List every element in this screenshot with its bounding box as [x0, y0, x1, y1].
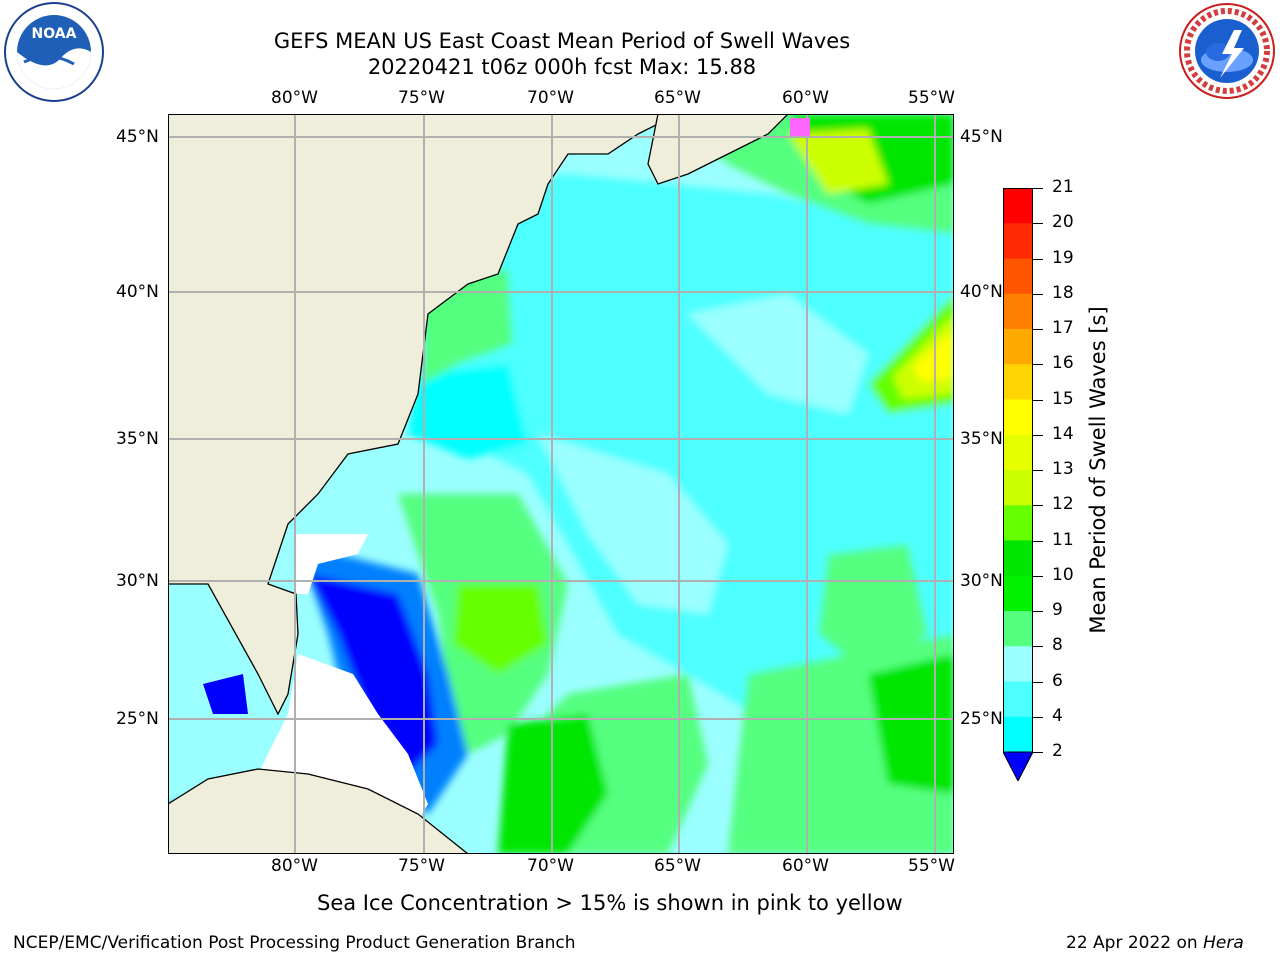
- graticule: [168, 114, 954, 854]
- colorbar-tick: [1033, 716, 1043, 718]
- colorbar-tick: [1033, 364, 1043, 366]
- lat-label-right-30n: 30°N: [960, 571, 1003, 591]
- colorbar-tick-label: 10: [1052, 564, 1074, 585]
- colorbar-tick-label: 13: [1052, 459, 1074, 479]
- colorbar-segment: [1003, 505, 1033, 541]
- lon-label-bottom-80w: 80°W: [271, 856, 318, 876]
- colorbar-segment: [1003, 434, 1033, 471]
- colorbar-segment: [1003, 329, 1033, 365]
- colorbar-tick-label: 15: [1052, 388, 1074, 409]
- colorbar-tick: [1033, 188, 1043, 189]
- colorbar-tick-label: 4: [1052, 705, 1063, 726]
- footer-right: 22 Apr 2022 on Hera: [1066, 933, 1244, 953]
- colorbar-tick: [1033, 434, 1043, 436]
- colorbar-tick: [1033, 646, 1043, 648]
- lat-label-left-35n: 35°N: [116, 429, 159, 449]
- colorbar-tick-label: 20: [1052, 212, 1074, 233]
- colorbar-tick: [1033, 540, 1043, 542]
- colorbar-tick-label: 19: [1052, 247, 1074, 268]
- sea-ice-caption: Sea Ice Concentration > 15% is shown in …: [317, 891, 903, 915]
- lat-label-right-25n: 25°N: [960, 709, 1003, 729]
- colorbar-tick-label: 21: [1052, 177, 1074, 197]
- colorbar-tick-label: 18: [1052, 282, 1074, 303]
- lon-label-top-70w: 70°W: [527, 88, 574, 108]
- swell-period-map-svg: [168, 114, 954, 854]
- colorbar-segment: [1003, 646, 1033, 682]
- colorbar-tick-label: 9: [1052, 600, 1063, 620]
- colorbar-segment: [1003, 188, 1033, 224]
- chart-title: GEFS MEAN US East Coast Mean Period of S…: [273, 29, 851, 53]
- lon-label-bottom-60w: 60°W: [782, 856, 829, 876]
- footer-date: 22 Apr 2022 on: [1066, 933, 1204, 953]
- colorbar-tick: [1033, 258, 1043, 260]
- colorbar-tick: [1033, 575, 1043, 577]
- lon-label-bottom-55w: 55°W: [908, 856, 955, 876]
- colorbar-segment: [1003, 540, 1033, 577]
- colorbar-segment: [1003, 575, 1033, 612]
- colorbar-segment: [1003, 681, 1033, 718]
- colorbar-segment: [1003, 364, 1033, 400]
- lon-label-top-65w: 65°W: [654, 88, 701, 108]
- colorbar-tick: [1033, 223, 1043, 225]
- colorbar-tick: [1033, 293, 1043, 295]
- colorbar-tick: [1033, 505, 1043, 507]
- colorbar-tick-label: 8: [1052, 635, 1063, 656]
- colorbar-tick: [1033, 681, 1043, 683]
- colorbar-title: Mean Period of Swell Waves [s]: [1086, 306, 1110, 634]
- colorbar-tick: [1033, 470, 1043, 471]
- colorbar-segment: [1003, 293, 1033, 330]
- colorbar-tick-label: 11: [1052, 529, 1074, 550]
- mask-area-north: [296, 534, 368, 594]
- lon-label-top-75w: 75°W: [398, 88, 445, 108]
- coastline-us: [168, 114, 679, 716]
- colorbar-segment: [1003, 611, 1033, 647]
- colorbar-tick-label: 2: [1052, 741, 1063, 761]
- lon-label-bottom-75w: 75°W: [398, 856, 445, 876]
- colorbar-tick: [1033, 399, 1043, 401]
- colorbar-segment: [1003, 258, 1033, 295]
- colorbar: [1002, 188, 1034, 783]
- colorbar-segment: [1003, 716, 1033, 753]
- colorbar-tick-label: 6: [1052, 670, 1063, 691]
- lon-label-bottom-70w: 70°W: [527, 856, 574, 876]
- noaa-logo: NOAA: [4, 2, 104, 102]
- lat-label-left-30n: 30°N: [116, 571, 159, 591]
- colorbar-tick: [1033, 611, 1043, 612]
- colorbar-tick: [1033, 752, 1043, 753]
- colorbar-tick-label: 17: [1052, 318, 1074, 338]
- colorbar-segment: [1003, 223, 1033, 259]
- lon-label-top-55w: 55°W: [908, 88, 955, 108]
- colorbar-tick-label: 14: [1052, 423, 1074, 444]
- land-cuba: [168, 768, 470, 854]
- sea-ice-patch: [790, 118, 810, 136]
- colorbar-outline: [1003, 188, 1033, 753]
- chart-subtitle: 20220421 t06z 000h fcst Max: 15.88: [367, 55, 757, 79]
- colorbar-svg: [1002, 188, 1034, 783]
- colorbar-tick: [1033, 329, 1043, 330]
- swell-period-map: [168, 114, 954, 854]
- colorbar-segment: [1003, 470, 1033, 506]
- land-nova-scotia: [647, 114, 789, 185]
- colorbar-tick-label: 12: [1052, 494, 1074, 515]
- lon-label-top-60w: 60°W: [782, 88, 829, 108]
- noaa-logo-text: NOAA: [32, 26, 77, 42]
- lat-label-right-45n: 45°N: [960, 127, 1003, 147]
- footer-left: NCEP/EMC/Verification Post Processing Pr…: [13, 933, 576, 953]
- colorbar-tick-label: 16: [1052, 353, 1074, 374]
- colorbar-extend-triangle: [1002, 751, 1034, 783]
- lat-label-right-40n: 40°N: [960, 282, 1003, 302]
- colorbar-segment: [1003, 399, 1033, 436]
- lat-label-left-45n: 45°N: [116, 127, 159, 147]
- lon-label-bottom-65w: 65°W: [654, 856, 701, 876]
- lat-label-right-35n: 35°N: [960, 429, 1003, 449]
- lon-label-top-80w: 80°W: [271, 88, 318, 108]
- footer-machine: Hera: [1203, 933, 1244, 953]
- shallow-patch: [203, 674, 248, 714]
- lat-label-left-40n: 40°N: [116, 282, 159, 302]
- lat-label-left-25n: 25°N: [116, 709, 159, 729]
- nws-logo: [1178, 2, 1276, 100]
